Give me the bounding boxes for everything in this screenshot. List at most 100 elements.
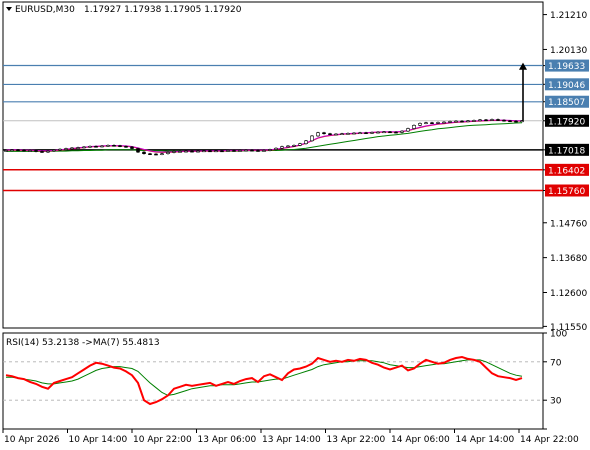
time-tick-label: 13 Apr 06:00 xyxy=(198,435,257,445)
candle-body xyxy=(454,120,458,123)
candle-body xyxy=(424,122,428,125)
rsi-tick-label: 100 xyxy=(550,330,567,340)
candle-body xyxy=(142,151,146,155)
arrow-up-icon xyxy=(519,62,527,70)
candle-body xyxy=(10,149,14,152)
symbol-label: EURUSD,M30 xyxy=(15,5,75,15)
candle-body xyxy=(76,147,80,149)
candle-body xyxy=(484,119,488,122)
candle-body xyxy=(130,146,134,149)
candle-body xyxy=(100,145,104,148)
candle-body xyxy=(394,131,398,134)
candle-body xyxy=(472,120,476,122)
candle-body xyxy=(418,123,422,126)
candle-body xyxy=(82,146,86,149)
candle-body xyxy=(208,150,212,153)
price-tick-label: 1.20130 xyxy=(550,46,587,56)
price-tick-label: 1.12600 xyxy=(550,289,587,299)
candle-body xyxy=(262,150,266,152)
time-tick-label: 10 Apr 14:00 xyxy=(69,435,128,445)
candle-body xyxy=(256,150,260,152)
candle-body xyxy=(118,145,122,147)
price-level-badge xyxy=(545,184,589,197)
time-tick-label: 14 Apr 06:00 xyxy=(391,435,450,445)
candle-body xyxy=(70,147,74,150)
candle-body xyxy=(214,150,218,153)
candle-body xyxy=(220,150,224,153)
rsi-header: RSI(14) 53.2138 ->MA(7) 55.4813 xyxy=(6,338,160,348)
symbol-header: EURUSD,M30 1.17927 1.17938 1.17905 1.179… xyxy=(6,5,242,15)
candle-body xyxy=(310,135,314,142)
time-tick-label: 13 Apr 22:00 xyxy=(327,435,386,445)
candle-body xyxy=(58,148,62,151)
candle-body xyxy=(388,131,392,134)
candle-body xyxy=(382,131,386,134)
candle-body xyxy=(52,149,56,152)
candle-body xyxy=(196,150,200,153)
candle-body xyxy=(376,131,380,134)
candle-body xyxy=(334,133,338,136)
candle-body xyxy=(274,147,278,150)
candle-body xyxy=(490,119,494,121)
candle-body xyxy=(22,149,26,152)
candle-body xyxy=(460,120,464,123)
rsi-tick-label: 30 xyxy=(550,397,562,407)
candle-body xyxy=(154,153,158,156)
candle-body xyxy=(238,150,242,152)
candle-body xyxy=(322,132,326,135)
candle-body xyxy=(64,148,68,150)
candle-body xyxy=(328,133,332,135)
price-panel[interactable] xyxy=(2,1,544,329)
candle-body xyxy=(412,124,416,129)
candle-body xyxy=(40,151,44,153)
price-level-badge xyxy=(545,78,589,91)
time-tick-label: 13 Apr 14:00 xyxy=(262,435,321,445)
ohlc-values: 1.17927 1.17938 1.17905 1.17920 xyxy=(84,5,242,15)
time-tick-label: 14 Apr 14:00 xyxy=(456,435,515,445)
candle-body xyxy=(250,149,254,152)
candle-body xyxy=(496,119,500,121)
candle-body xyxy=(268,149,272,151)
price-level-badge xyxy=(545,114,589,127)
candle-body xyxy=(232,150,236,152)
candle-body xyxy=(178,151,182,153)
candle-body xyxy=(292,145,296,147)
candle-body xyxy=(88,145,92,148)
price-level-badge xyxy=(545,163,589,176)
candle-body xyxy=(400,130,404,133)
price-tick-label: 1.13680 xyxy=(550,254,587,264)
candle-body xyxy=(352,132,356,135)
candle-body xyxy=(514,120,518,123)
candle-body xyxy=(406,128,410,132)
candle-body xyxy=(316,132,320,137)
rsi-tick-label: 70 xyxy=(550,358,562,368)
candle-body xyxy=(436,122,440,124)
candle-body xyxy=(184,150,188,153)
candle-body xyxy=(442,121,446,124)
price-level-label: 1.15760 xyxy=(548,187,585,197)
price-level-label: 1.18507 xyxy=(548,98,585,108)
rsi-panel[interactable] xyxy=(2,332,544,430)
candle-body xyxy=(466,120,470,123)
price-level-label: 1.19633 xyxy=(548,62,585,72)
candle-body xyxy=(448,121,452,123)
price-level-badge xyxy=(545,143,589,156)
price-level-badge xyxy=(545,59,589,72)
rsi-line xyxy=(5,355,523,406)
price-level-label: 1.19046 xyxy=(548,81,585,91)
candle-body xyxy=(346,133,350,135)
time-tick-label: 10 Apr 2026 xyxy=(4,435,60,445)
candle-body xyxy=(430,122,434,125)
candle-body xyxy=(106,145,110,147)
candle-body xyxy=(502,119,506,122)
candle-body xyxy=(202,150,206,153)
price-tick-label: 1.11550 xyxy=(550,323,587,333)
candle-body xyxy=(136,148,140,153)
candle-body xyxy=(340,133,344,135)
price-level-badge xyxy=(545,95,589,108)
candle-body xyxy=(16,149,20,152)
dropdown-triangle-icon[interactable] xyxy=(6,7,12,11)
candle-body xyxy=(244,149,248,152)
candle-body xyxy=(478,119,482,122)
